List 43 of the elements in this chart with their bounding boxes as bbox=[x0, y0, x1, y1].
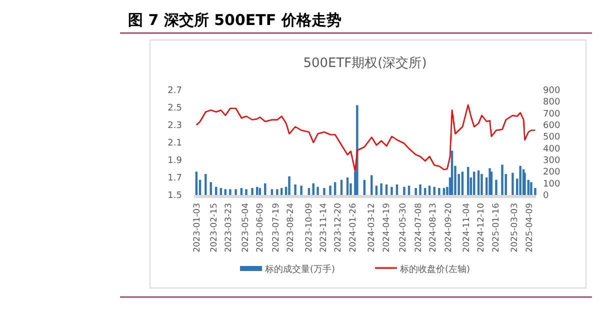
y2-tick-label: 0 bbox=[543, 191, 549, 201]
x-tick-label: 2024-05-30 bbox=[398, 203, 409, 252]
legend-label: 标的成交量(万手) bbox=[264, 264, 336, 275]
x-tick-label: 2023-07-19 bbox=[272, 203, 282, 252]
y-tick-label: 2.5 bbox=[168, 104, 182, 114]
x-tick-label: 2025-04-09 bbox=[524, 203, 535, 252]
y2-tick-label: 700 bbox=[543, 109, 560, 120]
y-tick-label: 2.7 bbox=[168, 86, 182, 96]
y-tick-label: 2.3 bbox=[168, 121, 182, 131]
legend-label: 标的收盘价(左轴) bbox=[399, 264, 470, 275]
x-tick-label: 2024-11-04 bbox=[462, 203, 472, 252]
chart-title: 图 7 深交所 500ETF 价格走势 bbox=[128, 11, 342, 29]
y-tick-label: 1.7 bbox=[168, 174, 182, 184]
x-tick-label: 2023-11-14 bbox=[319, 203, 330, 252]
x-tick-label: 2024-12-10 bbox=[476, 203, 487, 252]
x-tick-label: 2024-04-19 bbox=[382, 203, 392, 252]
y-tick-label: 1.5 bbox=[168, 191, 182, 201]
chart-subtitle: 500ETF期权(深交所) bbox=[303, 55, 427, 71]
x-tick-label: 2025-03-03 bbox=[510, 203, 520, 252]
x-tick-label: 2023-10-09 bbox=[304, 203, 315, 252]
y2-tick-label: 200 bbox=[543, 168, 560, 178]
x-tick-label: 2024-01-26 bbox=[348, 203, 358, 252]
x-tick-label: 2024-07-08 bbox=[414, 203, 424, 252]
y-tick-label: 2.1 bbox=[168, 138, 182, 148]
y2-tick-label: 300 bbox=[543, 156, 560, 166]
x-tick-label: 2023-02-15 bbox=[210, 203, 220, 252]
y2-tick-label: 500 bbox=[543, 132, 560, 143]
y2-tick-label: 400 bbox=[543, 144, 560, 154]
y2-tick-label: 800 bbox=[543, 98, 560, 108]
x-tick-label: 2023-03-23 bbox=[224, 203, 234, 252]
x-tick-label: 2024-08-13 bbox=[428, 203, 439, 252]
y2-tick-label: 100 bbox=[543, 179, 560, 190]
x-tick-label: 2024-09-20 bbox=[444, 203, 454, 252]
x-tick-label: 2025-01-16 bbox=[491, 203, 502, 252]
x-tick-label: 2023-12-20 bbox=[333, 203, 344, 252]
x-tick-label: 2023-06-09 bbox=[256, 203, 266, 252]
y-tick-label: 1.9 bbox=[168, 156, 182, 166]
x-tick-label: 2023-01-03 bbox=[192, 203, 202, 252]
y2-tick-label: 900 bbox=[543, 86, 560, 96]
x-tick-label: 2023-08-24 bbox=[286, 203, 296, 252]
y2-tick-label: 600 bbox=[543, 121, 560, 131]
x-tick-label: 2023-05-04 bbox=[241, 203, 252, 252]
x-tick-label: 2024-03-12 bbox=[366, 203, 377, 252]
